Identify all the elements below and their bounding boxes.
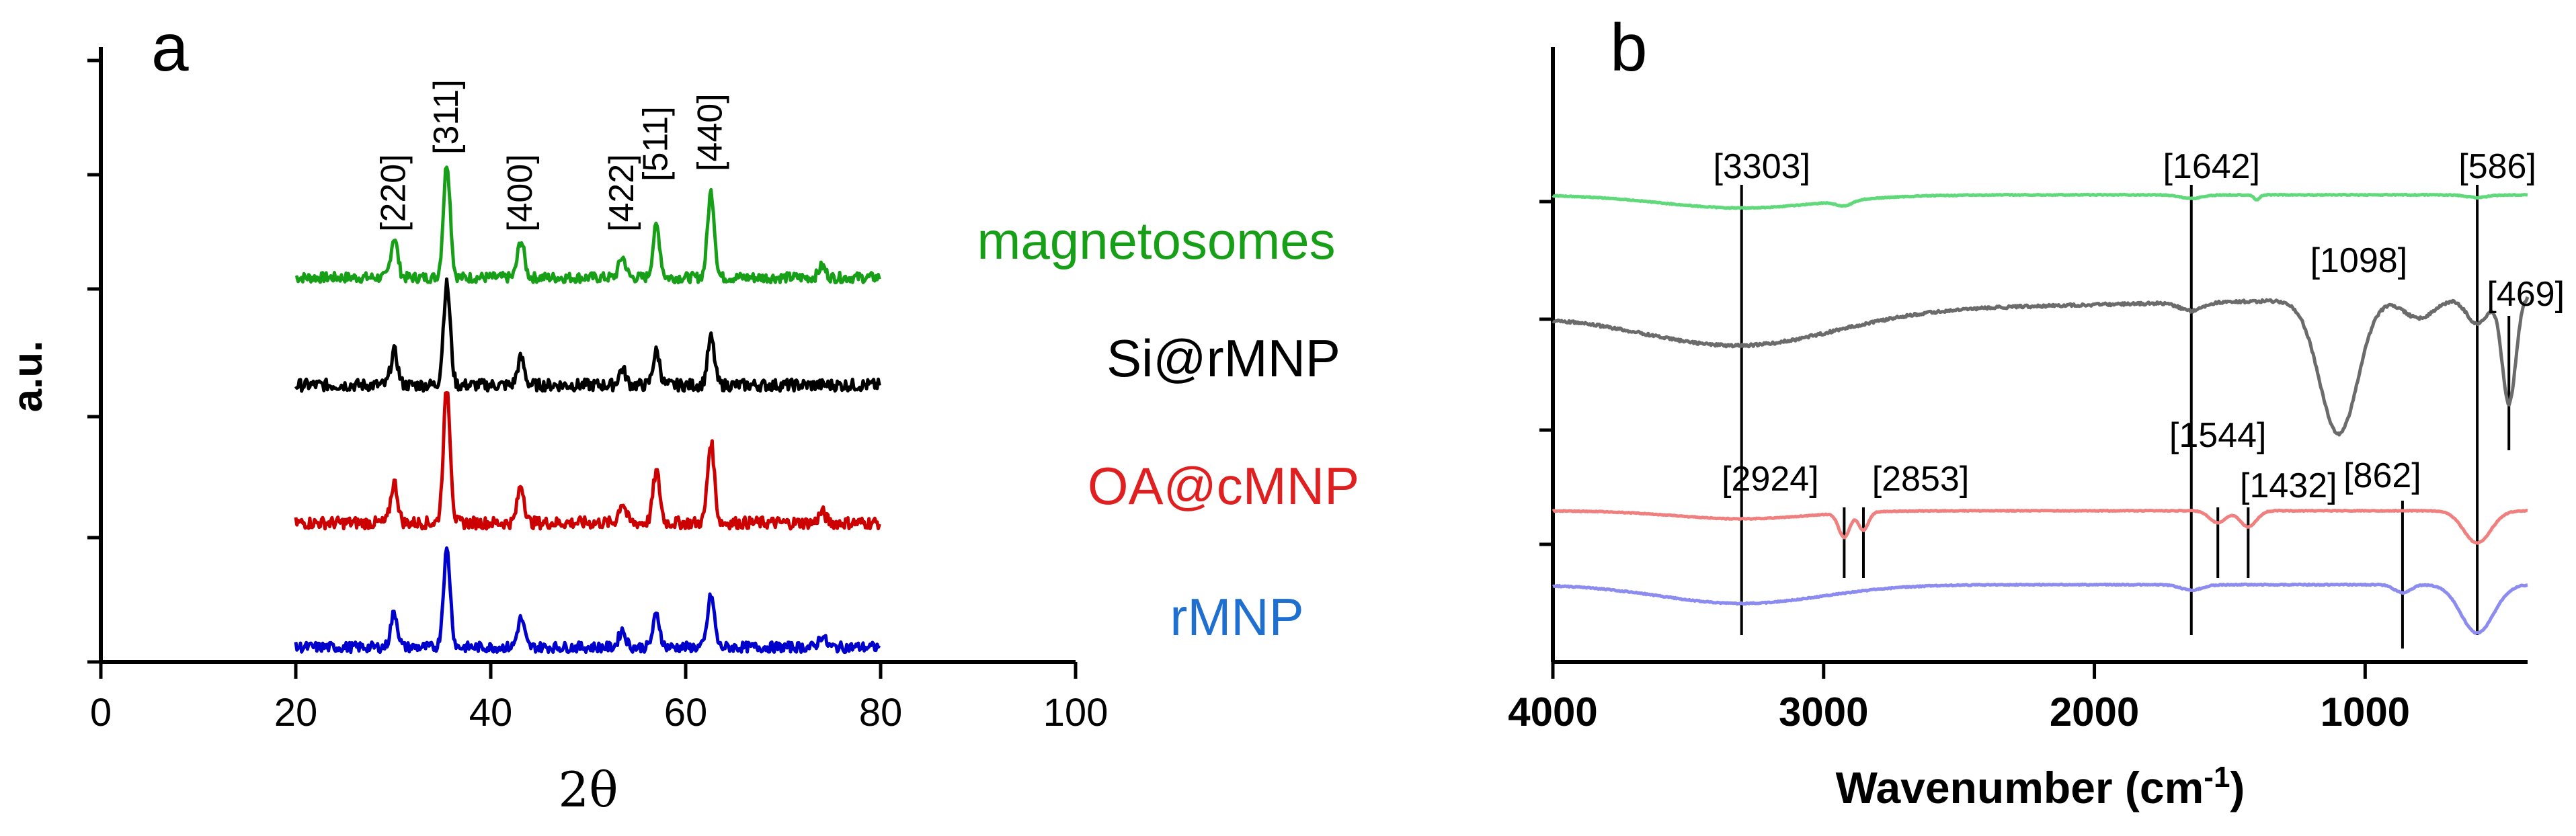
xrd-series-labels: magnetosomes Si@rMNP OA@cMNP rMNP bbox=[977, 211, 1359, 646]
xrd-peak-labels: [220] [311] [400] [422][511] [440] bbox=[374, 79, 729, 232]
xrd-x-tick-label: 40 bbox=[469, 691, 513, 735]
ftir-x-tick-label: 3000 bbox=[1779, 689, 1868, 735]
ftir-x-ticks: 4000 3000 2000 1000 bbox=[1508, 662, 2410, 735]
ftir-band-label: [1544] bbox=[2169, 416, 2267, 455]
ftir-x-tick-label: 2000 bbox=[2050, 689, 2139, 735]
panel-b-letter: b bbox=[1610, 10, 1648, 85]
xrd-peak-label: [422] bbox=[602, 154, 641, 232]
ftir-series-line-magnetosomes bbox=[1552, 192, 2528, 210]
xrd-series-line-Si@rMNP bbox=[294, 277, 881, 393]
xrd-x-tick-label: 20 bbox=[274, 691, 318, 735]
ftir-band-labels: [3303] [1642] [586] [1098] [469] [2924] [2853]… bbox=[1713, 147, 2565, 505]
ftir-x-axis-title: Wavenumber (cm-1) bbox=[1836, 761, 2245, 813]
ftir-band-label: [2924] bbox=[1722, 460, 1819, 499]
xrd-x-axis-title: 2θ bbox=[558, 761, 618, 818]
xrd-peak-label: [400] bbox=[501, 154, 540, 232]
ftir-band-label: [862] bbox=[2343, 456, 2421, 495]
xrd-x-tick-label: 0 bbox=[90, 691, 112, 735]
ftir-series-line-OA@cMNP bbox=[1552, 508, 2528, 545]
xrd-series-label: magnetosomes bbox=[977, 211, 1335, 270]
ftir-y-ticks bbox=[1539, 200, 1553, 546]
xrd-x-tick-label: 100 bbox=[1043, 691, 1109, 735]
ftir-band-label: [586] bbox=[2458, 147, 2536, 186]
xrd-y-ticks bbox=[87, 58, 101, 664]
ftir-x-axis-title-close: ) bbox=[2230, 763, 2245, 812]
xrd-series-label: rMNP bbox=[1170, 587, 1303, 646]
ftir-x-tick-label: 4000 bbox=[1508, 689, 1597, 735]
xrd-series-line-OA@cMNP bbox=[294, 391, 881, 531]
xrd-panel: a 0 20 40 60 80 100 [220] [311] [400] [422][511]… bbox=[5, 10, 1359, 818]
xrd-series bbox=[294, 165, 881, 655]
ftir-x-axis-title-main: Wavenumber (cm bbox=[1836, 763, 2204, 812]
ftir-band-guides bbox=[1740, 185, 2511, 649]
xrd-x-tick-label: 60 bbox=[664, 691, 708, 735]
ftir-series-line-rMNP bbox=[1552, 582, 2528, 635]
ftir-series bbox=[1552, 192, 2530, 635]
xrd-series-label: Si@rMNP bbox=[1106, 329, 1340, 388]
panel-a-letter: a bbox=[151, 10, 189, 85]
ftir-band-label: [1432] bbox=[2240, 466, 2337, 505]
ftir-band-label: [3303] bbox=[1713, 147, 1810, 186]
ftir-panel: b 4000 3000 2000 1000 [3303] [1642] [586] [109… bbox=[1508, 10, 2565, 812]
xrd-peak-label: [511] bbox=[637, 106, 676, 181]
xrd-y-axis-title: a.u. bbox=[5, 341, 51, 413]
ftir-band-label: [1098] bbox=[2310, 241, 2408, 280]
xrd-peak-label: [440] bbox=[691, 93, 730, 171]
xrd-series-line-magnetosomes bbox=[294, 165, 881, 285]
xrd-x-tick-label: 80 bbox=[859, 691, 903, 735]
ftir-band-label: [1642] bbox=[2163, 147, 2260, 186]
ftir-x-axis-title-sup: -1 bbox=[2204, 761, 2230, 794]
ftir-band-label: [469] bbox=[2487, 275, 2565, 314]
xrd-x-ticks: 0 20 40 60 80 100 bbox=[90, 662, 1109, 735]
ftir-series-line-Si@rMNP bbox=[1552, 296, 2530, 437]
xrd-peak-label: [311] bbox=[427, 79, 466, 155]
xrd-series-line-rMNP bbox=[294, 546, 881, 655]
ftir-x-tick-label: 1000 bbox=[2321, 689, 2410, 735]
xrd-peak-label: [220] bbox=[374, 154, 413, 232]
ftir-band-label: [2853] bbox=[1872, 460, 1970, 499]
xrd-series-label: OA@cMNP bbox=[1088, 456, 1359, 515]
